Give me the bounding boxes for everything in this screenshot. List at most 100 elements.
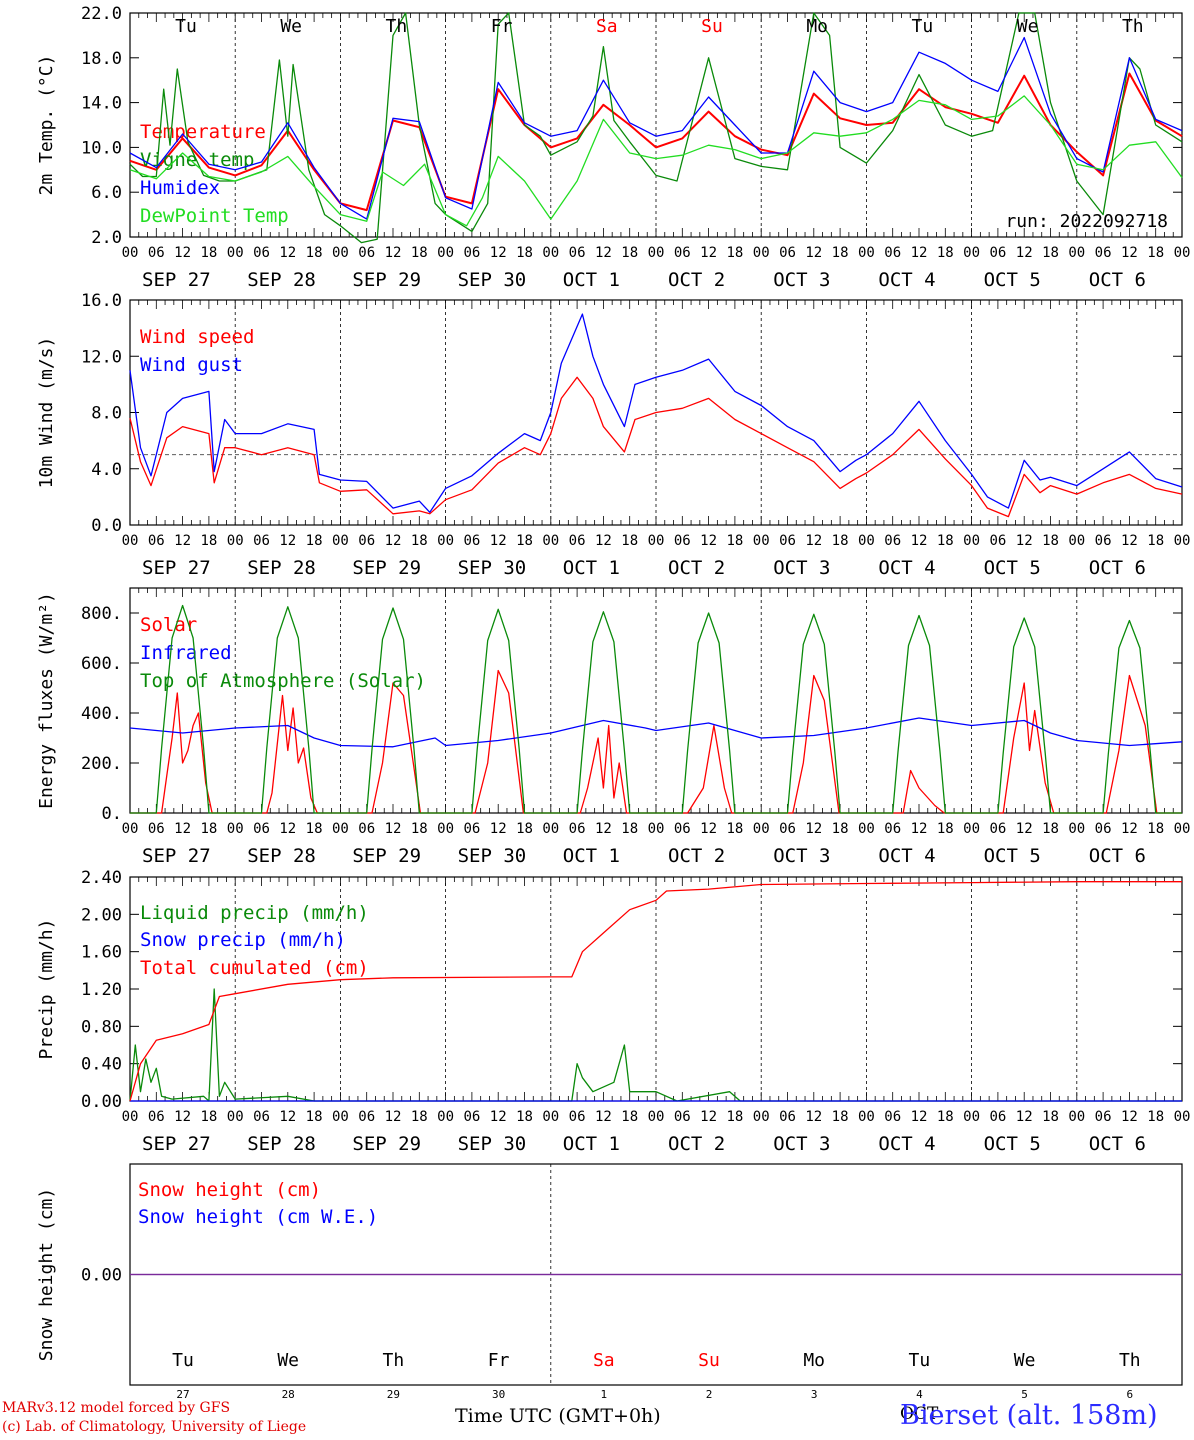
- panel-1-ytick-label: 10.0: [81, 138, 122, 158]
- panel-3-ytick-label: 200.: [81, 754, 122, 774]
- panel-2-hour-label: 06: [674, 533, 691, 549]
- panel-3-hour-label: 06: [779, 821, 796, 837]
- panel-4-hour-label: 18: [306, 1109, 323, 1125]
- panel-1-hour-label: 18: [306, 245, 323, 261]
- panel-3-hour-label: 06: [884, 821, 901, 837]
- panel-4-date-label: SEP 28: [247, 1133, 316, 1155]
- panel-4-date-label: OCT 3: [773, 1133, 830, 1155]
- panel-1-hour-label: 12: [279, 245, 296, 261]
- panel-3-hour-label: 18: [1147, 821, 1164, 837]
- panel-1-date-label: OCT 6: [1089, 269, 1146, 291]
- day-number-label: 6: [1126, 1388, 1133, 1401]
- panel-4-legend-2: Snow precip (mm/h): [140, 929, 346, 951]
- panel-1-y-title: 2m Temp. (°C): [36, 55, 57, 196]
- panel-4-ytick-label: 0.40: [81, 1055, 122, 1075]
- panel-2-hour-label: 00: [542, 533, 559, 549]
- panel-2-hour-label: 18: [200, 533, 217, 549]
- day-number-label: 28: [282, 1388, 295, 1401]
- panel-2-ytick-label: 4.0: [91, 460, 122, 480]
- panel-1-hour-label: 12: [911, 245, 928, 261]
- weekday-top-label: Tu: [175, 16, 197, 37]
- panel-1-hour-label: 00: [227, 245, 244, 261]
- panel-1-hour-label: 18: [516, 245, 533, 261]
- weekday-bottom-label: Tu: [909, 1350, 931, 1371]
- panel-4-date-label: OCT 1: [563, 1133, 620, 1155]
- weekday-top-label: Th: [1122, 16, 1144, 37]
- panel-4-date-label: OCT 5: [984, 1133, 1041, 1155]
- panel-5-ytick-label: 0.00: [81, 1266, 122, 1286]
- panel-2-hour-label: 06: [148, 533, 165, 549]
- panel-1-date-label: OCT 2: [668, 269, 725, 291]
- panel-1-hour-label: 06: [989, 245, 1006, 261]
- weekday-bottom-label: Mo: [803, 1350, 825, 1371]
- panel-4-ytick-label: 2.40: [81, 868, 122, 888]
- panel-4-hour-label: 18: [726, 1109, 743, 1125]
- panel-2-series-2-line: [129, 313, 1183, 513]
- panel-1-hour-label: 12: [805, 245, 822, 261]
- panel-4-hour-label: 06: [463, 1109, 480, 1125]
- panel-4-hour-label: 12: [1121, 1109, 1138, 1125]
- panel-3-hour-label: 12: [700, 821, 717, 837]
- panel-2-date-label: OCT 4: [878, 557, 935, 579]
- panel-3-hour-label: 12: [805, 821, 822, 837]
- panel-3-hour-label: 06: [1095, 821, 1112, 837]
- panel-2-hour-label: 06: [1095, 533, 1112, 549]
- panel-3-hour-label: 06: [463, 821, 480, 837]
- day-number-label: 4: [916, 1388, 923, 1401]
- panel-2-hour-label: 12: [490, 533, 507, 549]
- panel-4-hour-label: 18: [937, 1109, 954, 1125]
- panel-4-hour-label: 12: [805, 1109, 822, 1125]
- panel-4-hour-label: 12: [279, 1109, 296, 1125]
- weekday-bottom-label: Su: [698, 1350, 720, 1371]
- panel-1-hour-label: 06: [674, 245, 691, 261]
- weekday-bottom-label: Fr: [488, 1350, 510, 1371]
- panel-3-legend-1: Solar: [140, 614, 197, 636]
- panel-3-hour-label: 00: [858, 821, 875, 837]
- panel-1-hour-label: 12: [174, 245, 191, 261]
- panel-3-hour-label: 12: [279, 821, 296, 837]
- panel-2-hour-label: 18: [621, 533, 638, 549]
- panel-1-legend-2: Vigne temp: [140, 149, 254, 171]
- panel-1-ytick-label: 14.0: [81, 94, 122, 114]
- panel-3-legend-3: Top of Atmosphere (Solar): [140, 670, 426, 692]
- panel-5-legend-2: Snow height (cm W.E.): [138, 1206, 378, 1228]
- panel-1-hour-label: 18: [1042, 245, 1059, 261]
- panel-3-date-label: OCT 4: [878, 845, 935, 867]
- panel-2-date-label: OCT 2: [668, 557, 725, 579]
- panel-4-ytick-label: 1.20: [81, 980, 122, 1000]
- panel-1-hour-label: 06: [463, 245, 480, 261]
- day-number-label: 2: [706, 1388, 713, 1401]
- panel-4-date-label: OCT 4: [878, 1133, 935, 1155]
- weekday-top-label: Su: [701, 16, 723, 37]
- panel-2-hour-label: 12: [805, 533, 822, 549]
- panel-1-hour-label: 18: [832, 245, 849, 261]
- panel-3-hour-label: 12: [1121, 821, 1138, 837]
- panel-1-hour-label: 06: [569, 245, 586, 261]
- panel-2-date-label: SEP 30: [458, 557, 527, 579]
- panel-1-date-label: SEP 30: [458, 269, 527, 291]
- weekday-top-label: Mo: [806, 16, 828, 37]
- panel-4-hour-label: 18: [621, 1109, 638, 1125]
- panel-4-date-label: SEP 27: [142, 1133, 211, 1155]
- weekday-top-label: Tu: [912, 16, 934, 37]
- panel-3-date-label: OCT 2: [668, 845, 725, 867]
- panel-4-hour-label: 00: [542, 1109, 559, 1125]
- panel-1-hour-label: 18: [1147, 245, 1164, 261]
- panel-2-hour-label: 00: [963, 533, 980, 549]
- day-number-label: 1: [600, 1388, 607, 1401]
- panel-1-date-label: OCT 4: [878, 269, 935, 291]
- panel-3-date-label: OCT 3: [773, 845, 830, 867]
- panel-1-hour-label: 12: [385, 245, 402, 261]
- weekday-bottom-label: Sa: [593, 1350, 615, 1371]
- panel-3-legend-2: Infrared: [140, 642, 232, 664]
- panel-1-hour-label: 18: [411, 245, 428, 261]
- panel-2-hour-label: 18: [937, 533, 954, 549]
- panel-2-ytick-label: 12.0: [81, 347, 122, 367]
- panel-1-series-4-line: [129, 95, 1183, 227]
- panel-2-hour-label: 00: [1068, 533, 1085, 549]
- panel-2-hour-label: 06: [884, 533, 901, 549]
- credit-line-2: (c) Lab. of Climatology, University of L…: [2, 1419, 307, 1435]
- panel-2-date-label: SEP 29: [352, 557, 421, 579]
- panel-4-date-label: SEP 30: [458, 1133, 527, 1155]
- panel-3-hour-label: 18: [832, 821, 849, 837]
